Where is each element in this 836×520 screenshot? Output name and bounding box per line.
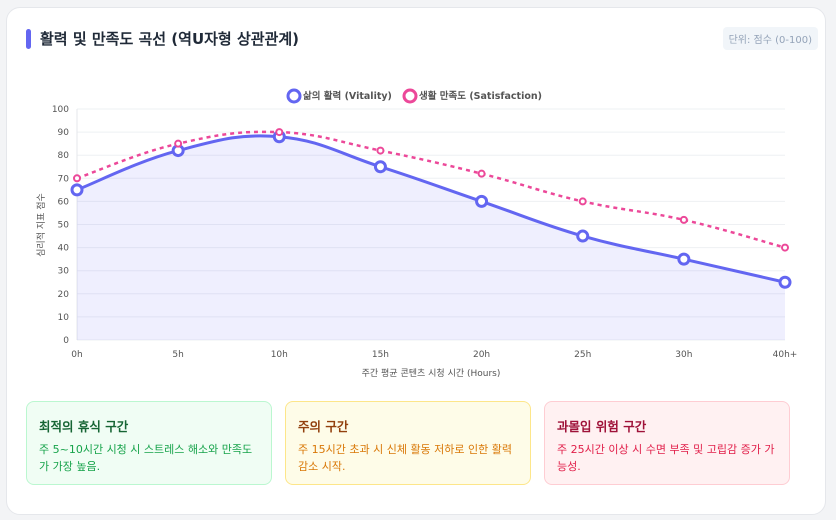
zone-title: 주의 구간 bbox=[298, 419, 349, 434]
legend-marker bbox=[286, 88, 302, 104]
title-text: 활력 및 만족도 곡선 (역U자형 상관관계) bbox=[40, 30, 300, 48]
x-tick-label: 20h bbox=[473, 350, 490, 360]
y-tick-label: 50 bbox=[58, 221, 70, 231]
y-tick-label: 90 bbox=[58, 128, 70, 138]
data-point bbox=[275, 128, 284, 137]
zone-text: 주 25시간 이상 시 수면 부족 및 고립감 증가 가능성. bbox=[557, 443, 775, 473]
zone-title: 과몰입 위험 구간 bbox=[557, 419, 647, 434]
x-tick-label: 15h bbox=[372, 350, 389, 360]
data-point bbox=[376, 146, 385, 155]
y-tick-label: 40 bbox=[58, 244, 70, 254]
data-point bbox=[70, 183, 84, 197]
x-tick-label: 25h bbox=[574, 350, 591, 360]
data-point bbox=[778, 275, 792, 289]
data-point bbox=[578, 197, 587, 206]
zone-title: 최적의 휴식 구간 bbox=[39, 419, 129, 434]
zone-text: 주 15시간 초과 시 신체 활동 저하로 인한 활력 감소 시작. bbox=[298, 443, 513, 473]
y-tick-label: 70 bbox=[58, 174, 70, 184]
y-axis-label: 심리적 지표 점수 bbox=[35, 193, 47, 257]
series-line bbox=[76, 134, 786, 284]
data-point bbox=[576, 229, 590, 243]
line-chart: 0 10 20 30 40 50 60 70 80 90 100 0h 5h 10h 15h 20h 25h 30… bbox=[35, 88, 798, 379]
data-point bbox=[679, 215, 688, 224]
y-tick-label: 20 bbox=[58, 290, 70, 300]
y-tick-label: 80 bbox=[58, 151, 70, 161]
y-tick-label: 100 bbox=[52, 105, 69, 115]
series-line bbox=[76, 130, 786, 249]
data-point bbox=[477, 169, 486, 178]
y-tick-label: 10 bbox=[58, 313, 70, 323]
y-tick-label: 30 bbox=[58, 267, 70, 277]
data-point bbox=[73, 174, 81, 183]
zone-text: 주 5~10시간 시청 시 스트레스 해소와 만족도가 가장 높음. bbox=[39, 443, 253, 473]
data-point bbox=[781, 243, 789, 252]
x-tick-label: 10h bbox=[271, 350, 288, 360]
title-accent bbox=[26, 28, 31, 49]
legend-label: 생활 만족도 (Satisfaction) bbox=[419, 90, 542, 102]
y-tick-label: 60 bbox=[58, 197, 70, 207]
x-tick-label: 30h bbox=[675, 350, 692, 360]
unit-badge: 단위: 점수 (0-100) bbox=[722, 27, 818, 50]
y-tick-label: 0 bbox=[63, 336, 69, 346]
x-tick-label: 0h bbox=[71, 350, 82, 360]
data-point bbox=[373, 160, 387, 174]
legend-marker bbox=[402, 88, 418, 104]
data-point bbox=[174, 139, 183, 148]
series-area bbox=[77, 135, 785, 340]
data-point bbox=[475, 194, 489, 208]
x-tick-label: 40h+ bbox=[773, 350, 798, 360]
x-tick-label: 5h bbox=[172, 350, 183, 360]
page-title: 활력 및 만족도 곡선 (역U자형 상관관계) bbox=[26, 28, 299, 49]
legend-label: 삶의 활력 (Vitality) bbox=[303, 90, 392, 102]
data-point bbox=[677, 252, 691, 266]
x-axis-label: 주간 평균 콘텐츠 시청 시간 (Hours) bbox=[362, 368, 501, 379]
